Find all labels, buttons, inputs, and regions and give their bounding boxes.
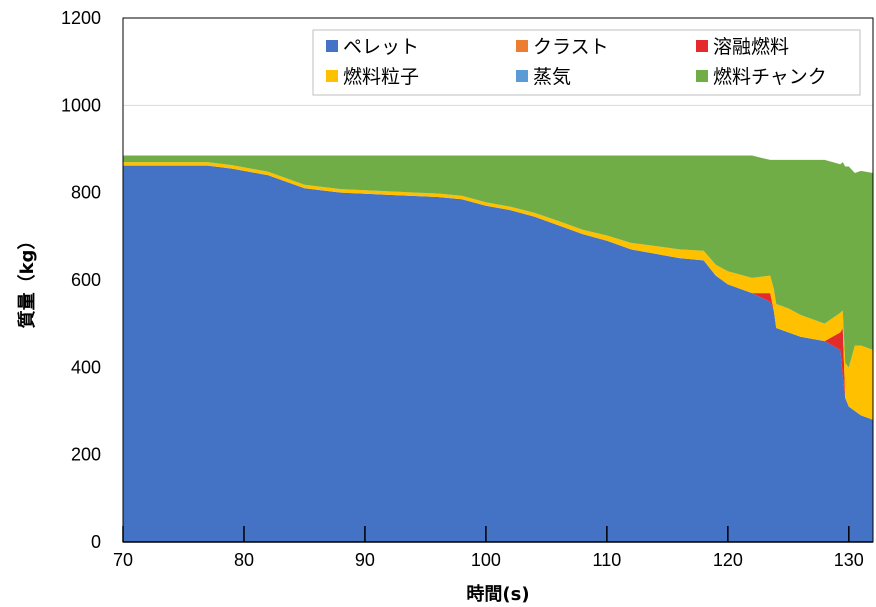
- legend-label-0: ペレット: [343, 36, 419, 58]
- legend-box: [312, 29, 861, 96]
- legend-label-2: 溶融燃料: [713, 36, 789, 58]
- x-tick-label-100: 100: [471, 550, 501, 570]
- y-tick-label-800: 800: [71, 183, 101, 203]
- legend-label-5: 燃料チャンク: [713, 66, 827, 88]
- legend-label-3: 燃料粒子: [343, 66, 419, 88]
- series-areas: [123, 155, 873, 542]
- legend-swatch-5: [696, 70, 708, 82]
- legend-swatch-4: [516, 70, 528, 82]
- area-series-0: [123, 165, 873, 542]
- legend-swatch-2: [696, 40, 708, 52]
- y-axis: 0 200 400 600 800 1000 1200: [61, 8, 101, 552]
- legend-swatch-3: [326, 70, 338, 82]
- x-tick-label-70: 70: [113, 550, 133, 570]
- x-tick-label-120: 120: [713, 550, 743, 570]
- legend-swatch-1: [516, 40, 528, 52]
- legend-label-1: クラスト: [533, 36, 609, 58]
- x-axis: 70 80 90 100 110 120 130: [113, 526, 873, 570]
- legend-label-4: 蒸気: [533, 66, 571, 88]
- y-tick-label-200: 200: [71, 445, 101, 465]
- x-tick-label-130: 130: [834, 550, 864, 570]
- y-tick-label-1200: 1200: [61, 8, 101, 28]
- area-series-5: [123, 155, 873, 368]
- x-tick-label-80: 80: [234, 550, 254, 570]
- x-tick-label-110: 110: [593, 550, 622, 570]
- y-tick-label-1000: 1000: [61, 95, 101, 115]
- y-tick-label-0: 0: [91, 532, 101, 552]
- y-axis-title: 質量（kg）: [16, 232, 38, 329]
- legend-swatch-0: [326, 40, 338, 52]
- y-tick-label-400: 400: [71, 357, 101, 377]
- x-axis-title: 時間(s): [466, 584, 529, 605]
- y-tick-label-600: 600: [71, 270, 101, 290]
- x-tick-label-90: 90: [355, 550, 375, 570]
